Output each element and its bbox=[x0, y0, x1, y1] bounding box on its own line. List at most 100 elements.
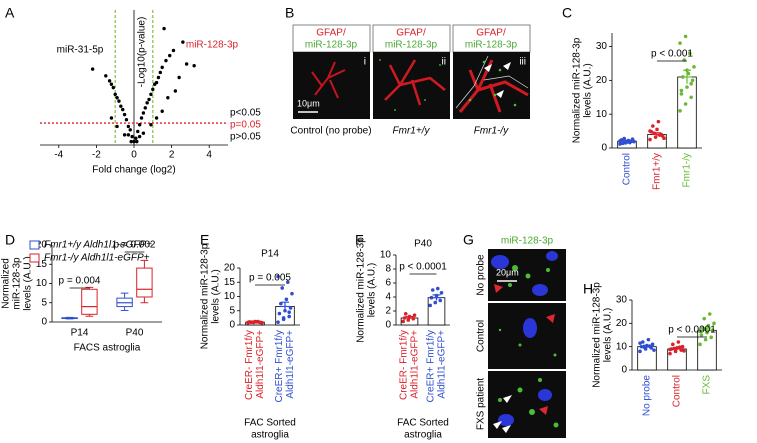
point bbox=[276, 320, 280, 324]
point bbox=[119, 104, 123, 108]
point bbox=[109, 82, 114, 86]
panel-numeral: ii bbox=[442, 57, 446, 68]
point bbox=[111, 85, 116, 90]
y-axis-label: -Log10(p-value) bbox=[137, 17, 148, 88]
point bbox=[287, 310, 291, 314]
y-axis-label: levels (A.U.) bbox=[367, 263, 378, 317]
point bbox=[143, 106, 147, 110]
point bbox=[428, 303, 433, 308]
point bbox=[121, 107, 125, 112]
point bbox=[668, 351, 672, 356]
annotation: p>0.05 bbox=[230, 132, 261, 143]
point bbox=[430, 288, 435, 292]
point bbox=[402, 316, 407, 320]
point bbox=[685, 85, 689, 89]
x-tick-label: Aldh1l1-eGFP+ bbox=[255, 330, 266, 399]
point bbox=[173, 89, 178, 93]
y-tick-label: 5 bbox=[229, 305, 235, 316]
point bbox=[290, 291, 294, 296]
point bbox=[683, 102, 688, 106]
header-line: miR-128-3p bbox=[385, 40, 438, 51]
point bbox=[687, 51, 692, 56]
point bbox=[192, 63, 196, 68]
point bbox=[646, 337, 651, 342]
point bbox=[651, 124, 655, 128]
point bbox=[277, 311, 282, 316]
y-axis-label: levels (A.U.) bbox=[583, 63, 594, 117]
x-axis-label: Fold change (log2) bbox=[92, 165, 175, 176]
panel-g: G miR-128-3p 20μm No probe Control FXS p… bbox=[463, 232, 566, 438]
header-line: miR-128-3p bbox=[465, 40, 518, 51]
point bbox=[149, 92, 153, 97]
row-label: No probe bbox=[476, 254, 487, 296]
point bbox=[276, 274, 280, 279]
point bbox=[650, 342, 655, 347]
point bbox=[648, 137, 652, 142]
y-axis-label: Normalized bbox=[1, 258, 12, 309]
x-tick-label: CreER- Fmr1f/y bbox=[244, 330, 255, 400]
y-tick-label: 4 bbox=[385, 292, 391, 303]
point bbox=[287, 314, 291, 319]
point bbox=[136, 129, 140, 134]
outline bbox=[455, 55, 529, 109]
y-axis-label: levels (A.U.) bbox=[603, 308, 614, 362]
legend-swatch bbox=[29, 253, 40, 263]
chart-title: P40 bbox=[414, 239, 432, 250]
panel-b: B GFAP/ miR-128-3p GFAP/ miR-128-3p GFAP… bbox=[285, 5, 531, 137]
point bbox=[401, 319, 406, 324]
point bbox=[90, 67, 95, 71]
panel-numeral: i bbox=[364, 57, 366, 68]
header-box bbox=[372, 24, 451, 53]
annotation: p < 0.001 bbox=[651, 49, 693, 60]
point bbox=[104, 74, 108, 78]
point bbox=[280, 286, 285, 290]
point bbox=[656, 119, 661, 124]
point bbox=[126, 124, 131, 129]
point bbox=[679, 92, 684, 96]
y-tick-label: 10 bbox=[380, 250, 392, 261]
x-tick-label: Aldh1l1-eGFP+ bbox=[285, 330, 296, 399]
point bbox=[158, 70, 163, 75]
point bbox=[438, 298, 443, 303]
point bbox=[284, 297, 289, 302]
caption: Fmr1-/y bbox=[474, 126, 509, 137]
y-tick-label: 10 bbox=[36, 278, 48, 289]
point bbox=[679, 88, 684, 93]
x-axis-label: FACS astroglia bbox=[74, 343, 141, 354]
caption: Control (no probe) bbox=[290, 126, 371, 137]
y-tick-label: 10 bbox=[616, 341, 628, 352]
point bbox=[689, 95, 693, 100]
scale-label: 10μm bbox=[297, 98, 320, 108]
annotation: p = 0.002 bbox=[114, 240, 156, 251]
header-box bbox=[292, 24, 371, 53]
y-tick-label: 30 bbox=[616, 295, 628, 306]
point bbox=[260, 320, 264, 325]
point bbox=[682, 349, 686, 353]
point bbox=[141, 111, 146, 115]
point bbox=[166, 96, 170, 100]
astrocyte bbox=[384, 59, 446, 106]
point bbox=[132, 139, 136, 144]
header-line: GFAP/ bbox=[476, 28, 506, 39]
annotation: p < 0.0001 bbox=[399, 262, 447, 273]
point bbox=[128, 128, 132, 132]
point bbox=[164, 58, 168, 63]
point bbox=[653, 135, 658, 139]
x-tick-label: Aldh1l1-eGFP+ bbox=[437, 330, 448, 399]
annotation: p=0.05 bbox=[230, 120, 261, 131]
point bbox=[618, 139, 622, 143]
point bbox=[701, 326, 705, 330]
point bbox=[692, 65, 696, 69]
point bbox=[689, 81, 693, 86]
x-tick-label: 2 bbox=[169, 150, 175, 161]
point bbox=[137, 134, 142, 139]
puncta bbox=[498, 265, 559, 428]
y-tick-label: 0 bbox=[621, 365, 627, 376]
y-tick-label: 20 bbox=[616, 318, 628, 329]
box bbox=[136, 267, 153, 298]
y-tick-label: 0 bbox=[41, 317, 47, 328]
point bbox=[281, 316, 286, 320]
point bbox=[632, 139, 636, 144]
y-tick-label: 15 bbox=[36, 259, 48, 270]
